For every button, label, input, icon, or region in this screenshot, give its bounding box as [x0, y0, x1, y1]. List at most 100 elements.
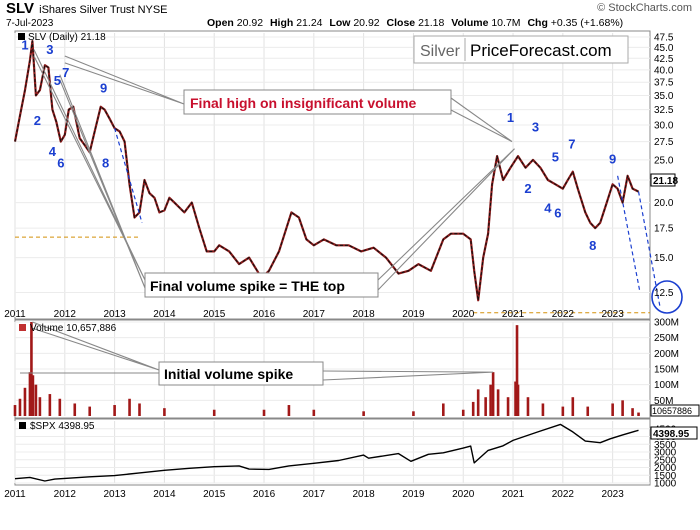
- callout-bottom-text: Final volume spike = THE top: [150, 278, 345, 294]
- callout-bottom-box: [144, 272, 379, 298]
- spx-y-tick-label: 3500: [654, 440, 677, 451]
- spx-y-tick-label: 1000: [654, 479, 677, 490]
- security-name: iShares Silver Trust: [39, 4, 135, 16]
- x-tick-label-price: 2018: [353, 309, 376, 320]
- x-tick-label-bottom: 2016: [253, 489, 276, 500]
- price-legend: SLV (Daily) 21.18: [28, 32, 106, 43]
- callout-main-left-line: [64, 55, 185, 105]
- header-date: 7-Jul-2023: [6, 18, 54, 29]
- x-tick-label-price: 2011: [4, 309, 26, 320]
- wave-label-5: 5: [552, 149, 559, 164]
- volume-bar: [496, 389, 500, 416]
- volume-y-tick-label: 50M: [654, 396, 673, 407]
- volume-bar: [461, 409, 465, 416]
- wave-label-7: 7: [568, 137, 575, 152]
- spx-legend: $SPX 4398.95: [30, 421, 95, 432]
- exchange: NYSE: [137, 4, 168, 16]
- volume-bar: [28, 372, 32, 416]
- x-tick-label-bottom: 2011: [4, 489, 26, 500]
- volume-bar: [262, 409, 266, 416]
- volume-bar: [471, 401, 475, 416]
- price-y-tick-label: 20.0: [654, 198, 674, 209]
- callout-main-box: [183, 89, 452, 115]
- volume-bar: [38, 397, 42, 416]
- spx-y-tick-label: 3000: [654, 448, 677, 459]
- volume-bar: [34, 384, 38, 416]
- spx-series: [14, 423, 639, 482]
- price-series: [13, 39, 639, 302]
- quote-line: Open 20.92 High 21.24 Low 20.92 Close 21…: [207, 17, 623, 29]
- price-y-tick-label: 42.5: [654, 54, 674, 65]
- wave-label-3: 3: [46, 42, 53, 57]
- price-y-tick-label: 27.5: [654, 137, 674, 148]
- open-value: 20.92: [236, 17, 264, 29]
- x-tick-label-bottom: 2012: [54, 489, 77, 500]
- wave-labels: 1 2 3 4 5 6 7 8 9 1 2 3 4 5 6 7 8 9: [21, 37, 616, 253]
- volume-bar: [312, 409, 316, 416]
- price-y-tick-label: 17.5: [654, 224, 674, 235]
- volume-bar: [58, 398, 62, 416]
- symbol: SLV: [6, 0, 35, 17]
- logo-box: [413, 35, 629, 64]
- wave-label-5: 5: [54, 73, 61, 88]
- wave-label-9: 9: [100, 81, 107, 96]
- x-tick-label-price: 2021: [502, 309, 525, 320]
- projection-line-2023-b: [617, 175, 641, 293]
- volume-label: Volume: [451, 17, 489, 29]
- x-tick-label-price: 2016: [253, 309, 276, 320]
- volume-bar: [138, 403, 141, 416]
- volume-y-tick-label: 100M: [654, 380, 679, 391]
- volume-last-tag: [650, 404, 700, 417]
- price-last-value: 21.18: [653, 176, 678, 187]
- volume-bar: [611, 403, 614, 416]
- volume-bar: [18, 398, 22, 416]
- volume-bar: [621, 400, 624, 416]
- volume-bar: [163, 408, 166, 416]
- volume-bar: [631, 408, 634, 416]
- wave-label-2: 2: [524, 181, 531, 196]
- projection: [114, 128, 661, 307]
- x-tick-label-price: 2019: [402, 309, 425, 320]
- volume-bar: [476, 389, 480, 416]
- volume-legend-swatch: [19, 324, 26, 331]
- price-y-tick-label: 45.0: [654, 43, 674, 54]
- price-y-tick-label: 40.0: [654, 65, 674, 76]
- spx-last-tag: [650, 426, 698, 440]
- volume-bar: [515, 325, 519, 416]
- volume-value: 10.7M: [491, 17, 521, 29]
- wave-label-6: 6: [554, 205, 561, 220]
- price-line-shadow: [13, 39, 639, 302]
- volume-y-tick-label: 200M: [654, 349, 679, 360]
- price-line: [14, 40, 639, 301]
- price-y-tick-label: 25.0: [654, 155, 674, 166]
- volume-y-tick-label: 150M: [654, 365, 679, 376]
- volume-legend: Volume 10,657,886: [30, 323, 117, 334]
- x-tick-label-price: 2023: [602, 309, 625, 320]
- wave-label-8: 8: [102, 156, 109, 171]
- callout-volume-box: [158, 361, 324, 386]
- volume-y-tick-label: 300M: [654, 318, 679, 329]
- close-value: 21.18: [418, 17, 445, 29]
- wave-label-6: 6: [57, 156, 64, 171]
- callout-main-right-line: [450, 97, 513, 143]
- price-y-tick-label: 30.0: [654, 120, 674, 131]
- volume-bar: [128, 398, 131, 416]
- x-tick-label-price: 2017: [303, 309, 326, 320]
- volume-bar: [541, 403, 545, 416]
- callout-bottom-right-line: [377, 148, 515, 291]
- volume-bar: [514, 381, 517, 416]
- volume-bar: [442, 403, 445, 416]
- wave-label-1: 1: [21, 37, 28, 52]
- x-tick-label-bottom: 2022: [552, 489, 575, 500]
- spx-y-tick-label: 1500: [654, 471, 677, 482]
- axis-labels: 2011 2011 2012 2012 2013 2013 2014 2014 2015 2015…: [4, 32, 679, 500]
- low-label: Low: [329, 17, 351, 29]
- spx-legend-swatch: [19, 422, 26, 429]
- high-value: 21.24: [296, 17, 323, 29]
- volume-bar: [526, 397, 530, 416]
- x-tick-label-price: 2015: [203, 309, 226, 320]
- volume-bar: [362, 411, 365, 416]
- x-tick-label-bottom: 2020: [452, 489, 475, 500]
- callout-volume-text: Initial volume spike: [164, 366, 293, 382]
